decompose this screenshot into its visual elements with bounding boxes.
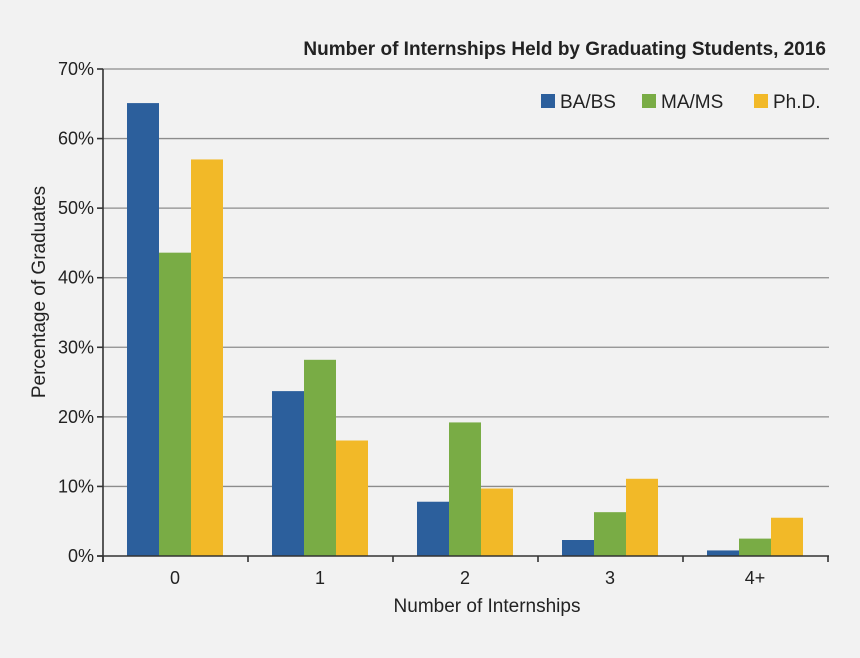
legend-label: Ph.D. bbox=[773, 92, 821, 113]
legend-swatch bbox=[642, 94, 656, 108]
bar-phd-0 bbox=[191, 159, 223, 556]
legend-item-mams: MA/MS bbox=[642, 92, 723, 113]
axes bbox=[97, 68, 829, 562]
y-axis-title: Percentage of Graduates bbox=[29, 186, 50, 398]
bar-babs-2 bbox=[417, 501, 449, 556]
x-tick-labels: 0 1 2 3 4+ bbox=[170, 568, 765, 588]
gridlines bbox=[103, 68, 829, 488]
bar-phd-1 bbox=[336, 440, 368, 556]
legend-label: MA/MS bbox=[661, 92, 723, 113]
y-tick-label: 20% bbox=[58, 407, 94, 427]
bar-babs-0 bbox=[127, 103, 159, 556]
bar-mams-4plus bbox=[739, 538, 771, 556]
legend-swatch bbox=[541, 94, 555, 108]
y-tick-label: 0% bbox=[68, 546, 94, 566]
chart-title: Number of Internships Held by Graduating… bbox=[303, 39, 826, 60]
bar-babs-4plus bbox=[707, 550, 739, 556]
bar-phd-3 bbox=[626, 478, 658, 556]
bar-babs-3 bbox=[562, 539, 594, 556]
y-tick-label: 70% bbox=[58, 59, 94, 79]
y-tick-label: 40% bbox=[58, 268, 94, 288]
bar-mams-0 bbox=[159, 252, 191, 556]
legend-item-phd: Ph.D. bbox=[754, 92, 821, 113]
x-axis-title: Number of Internships bbox=[394, 596, 581, 617]
bar-mams-3 bbox=[594, 512, 626, 556]
bar-phd-4plus bbox=[771, 517, 803, 556]
y-tick-labels: 0% 10% 20% 30% 40% 50% 60% 70% bbox=[58, 59, 94, 566]
x-tick-label: 1 bbox=[315, 568, 325, 588]
y-tick-label: 60% bbox=[58, 129, 94, 149]
y-tick-label: 50% bbox=[58, 198, 94, 218]
x-tick-label: 2 bbox=[460, 568, 470, 588]
bar-mams-2 bbox=[449, 422, 481, 556]
bar-babs-1 bbox=[272, 391, 304, 556]
x-tick-label: 3 bbox=[605, 568, 615, 588]
x-tick-label: 0 bbox=[170, 568, 180, 588]
legend: BA/BS MA/MS Ph.D. bbox=[541, 92, 821, 113]
bars bbox=[127, 103, 803, 556]
x-tick-label: 4+ bbox=[745, 568, 766, 588]
bar-phd-2 bbox=[481, 488, 513, 556]
legend-item-babs: BA/BS bbox=[541, 92, 616, 113]
y-tick-label: 10% bbox=[58, 476, 94, 496]
y-tick-label: 30% bbox=[58, 337, 94, 357]
bar-mams-1 bbox=[304, 359, 336, 556]
legend-label: BA/BS bbox=[560, 92, 616, 113]
legend-swatch bbox=[754, 94, 768, 108]
